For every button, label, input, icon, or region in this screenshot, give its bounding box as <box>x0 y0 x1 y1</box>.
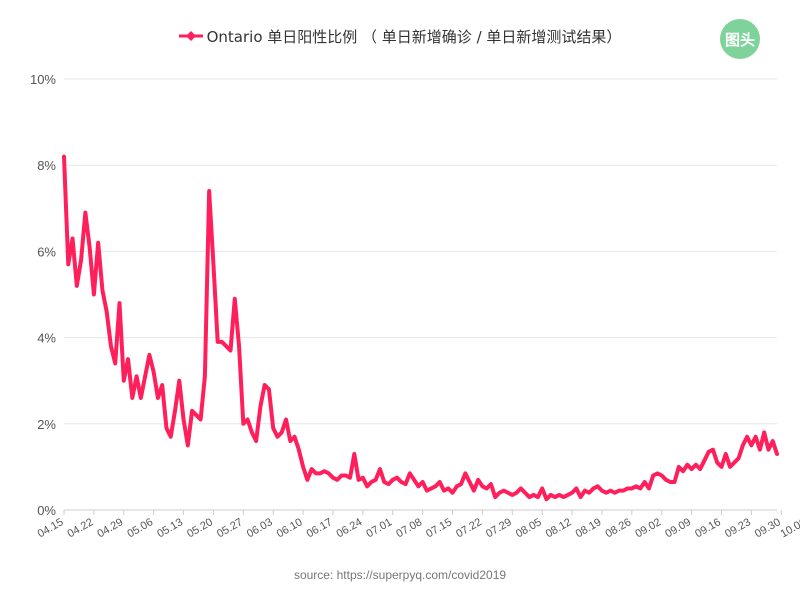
x-tick-label: 09.02 <box>633 516 663 540</box>
y-tick-label: 8% <box>37 158 56 173</box>
x-tick-label: 08.12 <box>544 516 574 540</box>
y-tick-label: 4% <box>37 331 56 346</box>
x-tick-label: 07.08 <box>394 516 424 540</box>
x-tick-label: 07.22 <box>454 516 484 540</box>
chart-legend[interactable]: Ontario 单日阳性比例 （ 单日新增确诊 / 单日新增测试结果） <box>0 26 800 47</box>
x-tick-label: 05.27 <box>215 516 245 540</box>
source-note: source: https://superpyq.com/covid2019 <box>293 568 507 582</box>
y-tick-label: 2% <box>37 417 56 432</box>
series-line <box>62 154 779 502</box>
x-tick-label: 07.15 <box>424 516 454 540</box>
y-tick-label: 0% <box>37 503 56 518</box>
x-tick-label: 08.26 <box>603 516 633 540</box>
x-tick-label: 09.16 <box>693 516 723 540</box>
y-tick-label: 10% <box>30 72 56 87</box>
x-tick-label: 06.10 <box>275 516 305 540</box>
y-tick-label: 6% <box>37 244 56 259</box>
x-tick-label: 06.03 <box>245 516 275 540</box>
x-tick-label: 09.30 <box>753 516 783 540</box>
x-tick-label: 06.17 <box>305 516 335 540</box>
x-tick-label: 09.09 <box>663 516 693 540</box>
legend-marker-icon <box>178 31 203 41</box>
x-tick-label: 05.06 <box>125 516 155 540</box>
x-tick-label: 05.13 <box>155 516 185 540</box>
y-axis: 0% 2% 4% 6% 8% 10% <box>30 72 56 518</box>
x-tick-label: 07.29 <box>484 516 514 540</box>
brand-logo: 图头 <box>720 19 760 59</box>
x-tick-label: 08.19 <box>574 516 604 540</box>
x-axis: 04.15 04.22 04.29 05.06 05.13 05.20 05.27 06.03… <box>36 510 800 540</box>
series-group <box>62 154 779 502</box>
x-tick-label: 04.22 <box>66 516 96 540</box>
x-tick-label: 06.24 <box>335 516 365 540</box>
x-tick-label: 08.05 <box>514 516 544 540</box>
x-tick-label: 09.23 <box>723 516 753 540</box>
x-tick-label: 04.15 <box>36 516 66 540</box>
x-tick-label: 10.06 <box>779 516 800 540</box>
x-tick-label: 05.20 <box>185 516 215 540</box>
grid-lines <box>64 78 777 511</box>
x-tick-label: 07.01 <box>364 516 394 540</box>
x-tick-label: 04.29 <box>95 516 125 540</box>
logo-text: 图头 <box>724 30 755 49</box>
chart-title: Ontario 单日阳性比例 （ 单日新增确诊 / 单日新增测试结果） <box>206 28 622 46</box>
